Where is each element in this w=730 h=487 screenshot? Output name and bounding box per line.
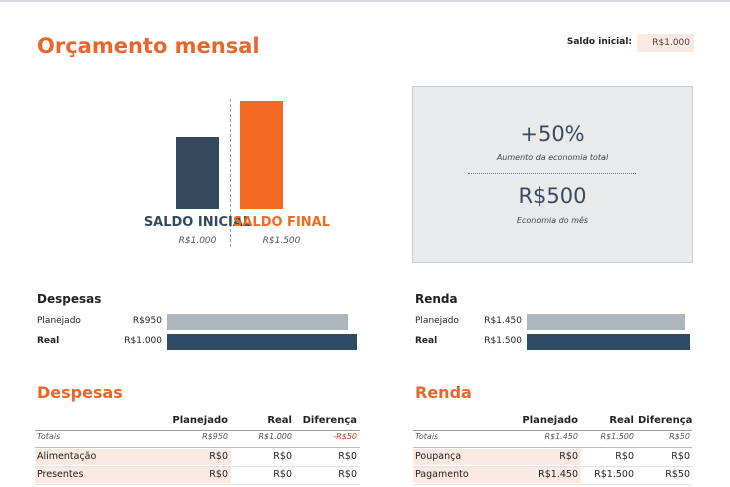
bar [167, 314, 348, 330]
table-cell: Presentes [37, 469, 84, 480]
rule [35, 484, 360, 485]
bar-value: R$1.500 [262, 236, 301, 246]
table-cell: Poupança [415, 451, 462, 462]
row-value: R$1.450 [484, 316, 522, 326]
saldo-value[interactable]: R$1.000 [637, 34, 694, 52]
table-cell: R$0 [209, 469, 228, 480]
kpi-value: +50% [520, 122, 585, 146]
row-label: Real [415, 336, 438, 346]
row-value: R$1.500 [484, 336, 522, 346]
table-cell: R$0 [273, 451, 292, 462]
row-highlight [35, 449, 231, 465]
totals-cell: R$950 [202, 432, 228, 441]
rule [413, 484, 692, 485]
rule [35, 430, 360, 431]
totals-cell: R$1.000 [258, 432, 292, 441]
kpi-separator [468, 173, 636, 174]
table-title: Despesas [37, 383, 123, 402]
bar-value: R$1.000 [178, 236, 217, 246]
table-cell: R$0 [559, 451, 578, 462]
bar [527, 334, 690, 350]
section-title: Renda [415, 292, 458, 306]
kpi-value: R$500 [518, 184, 587, 208]
row-label: Planejado [37, 316, 81, 326]
row-label: Real [37, 336, 60, 346]
row-value: R$950 [132, 316, 162, 326]
row-highlight [413, 467, 581, 483]
column-header: Diferença [638, 415, 693, 426]
row-highlight [35, 467, 231, 483]
row-highlight [413, 449, 581, 465]
rule [35, 466, 360, 467]
kpi-label: Economia do mês [516, 216, 589, 225]
bar [176, 137, 219, 209]
title: Orçamento mensal [37, 34, 260, 58]
totals-cell: R$1.450 [544, 432, 578, 441]
kpi-label: Aumento da economia total [496, 153, 609, 162]
table-cell: R$0 [209, 451, 228, 462]
section-title: Despesas [37, 292, 102, 306]
table-cell: R$0 [273, 469, 292, 480]
table-cell: Pagamento [415, 469, 469, 480]
totals-cell: Totais [37, 432, 61, 441]
totals-cell: R$50 [669, 432, 690, 441]
kpi-box [412, 86, 693, 263]
column-header: Real [267, 415, 292, 426]
bar [167, 334, 357, 350]
row-label: Planejado [415, 316, 459, 326]
bar [527, 314, 685, 330]
totals-cell: -R$50 [333, 432, 357, 441]
column-header: Diferença [302, 415, 357, 426]
rule [413, 447, 692, 448]
column-header: Planejado [172, 415, 228, 426]
table-cell: R$0 [671, 451, 690, 462]
rule [413, 466, 692, 467]
column-header: Planejado [522, 415, 578, 426]
rule [413, 430, 692, 431]
table-cell: R$50 [665, 469, 690, 480]
table-title: Renda [415, 383, 472, 402]
table-cell: R$1.450 [538, 469, 578, 480]
row-value: R$1.000 [124, 336, 162, 346]
bar-label: SALDO FINAL [232, 215, 331, 230]
table-cell: R$0 [615, 451, 634, 462]
totals-cell: Totais [415, 432, 439, 441]
table-cell: Alimentação [37, 451, 97, 462]
bar-label: SALDO INICIAL [143, 215, 252, 230]
rule [35, 447, 360, 448]
table-cell: R$1.500 [594, 469, 634, 480]
table-cell: R$0 [338, 469, 357, 480]
bar [240, 101, 283, 209]
divider [230, 99, 231, 247]
column-header: Real [609, 415, 634, 426]
totals-cell: R$1.500 [600, 432, 634, 441]
table-cell: R$0 [338, 451, 357, 462]
saldo-label: Saldo inicial: [566, 37, 632, 47]
